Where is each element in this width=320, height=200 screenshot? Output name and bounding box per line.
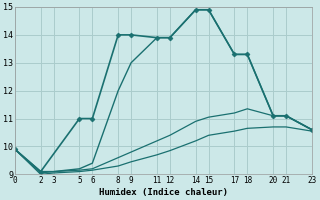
X-axis label: Humidex (Indice chaleur): Humidex (Indice chaleur) [99, 188, 228, 197]
